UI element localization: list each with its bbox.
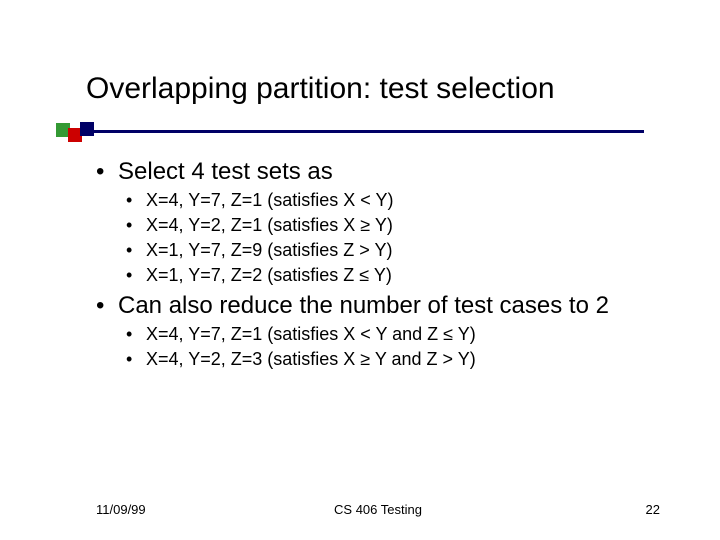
bullet-text: X=4, Y=7, Z=1 (satisfies X < Y)	[146, 190, 393, 210]
bullet-l1: Can also reduce the number of test cases…	[96, 292, 660, 320]
bullet-l2: X=1, Y=7, Z=2 (satisfies Z ≤ Y)	[126, 265, 660, 286]
footer-date: 11/09/99	[96, 502, 146, 517]
footer-page-number: 22	[646, 502, 660, 517]
title-region: Overlapping partition: test selection	[86, 72, 670, 114]
bullet-l2: X=4, Y=7, Z=1 (satisfies X < Y)	[126, 190, 660, 211]
bullet-l2: X=4, Y=2, Z=1 (satisfies X ≥ Y)	[126, 215, 660, 236]
bullet-text: X=4, Y=2, Z=3 (satisfies X ≥ Y and Z > Y…	[146, 349, 476, 369]
bullet-text: Select 4 test sets as	[118, 158, 333, 185]
footer-center: CS 406 Testing	[334, 502, 422, 517]
bullet-text: X=4, Y=7, Z=1 (satisfies X < Y and Z ≤ Y…	[146, 324, 476, 344]
bullet-l2: X=1, Y=7, Z=9 (satisfies Z > Y)	[126, 240, 660, 261]
square-navy-icon	[80, 122, 94, 136]
bullet-text: Can also reduce the number of test cases…	[118, 292, 609, 319]
bullet-l2: X=4, Y=2, Z=3 (satisfies X ≥ Y and Z > Y…	[126, 349, 660, 370]
content-region: Select 4 test sets as X=4, Y=7, Z=1 (sat…	[96, 152, 660, 372]
bullet-l1: Select 4 test sets as	[96, 158, 660, 186]
title-rule	[86, 130, 644, 133]
bullet-text: X=4, Y=2, Z=1 (satisfies X ≥ Y)	[146, 215, 393, 235]
bullet-l2: X=4, Y=7, Z=1 (satisfies X < Y and Z ≤ Y…	[126, 324, 660, 345]
bullet-text: X=1, Y=7, Z=9 (satisfies Z > Y)	[146, 240, 392, 260]
bullet-text: X=1, Y=7, Z=2 (satisfies Z ≤ Y)	[146, 265, 392, 285]
slide-title: Overlapping partition: test selection	[86, 72, 670, 106]
slide: Overlapping partition: test selection Se…	[0, 0, 720, 540]
